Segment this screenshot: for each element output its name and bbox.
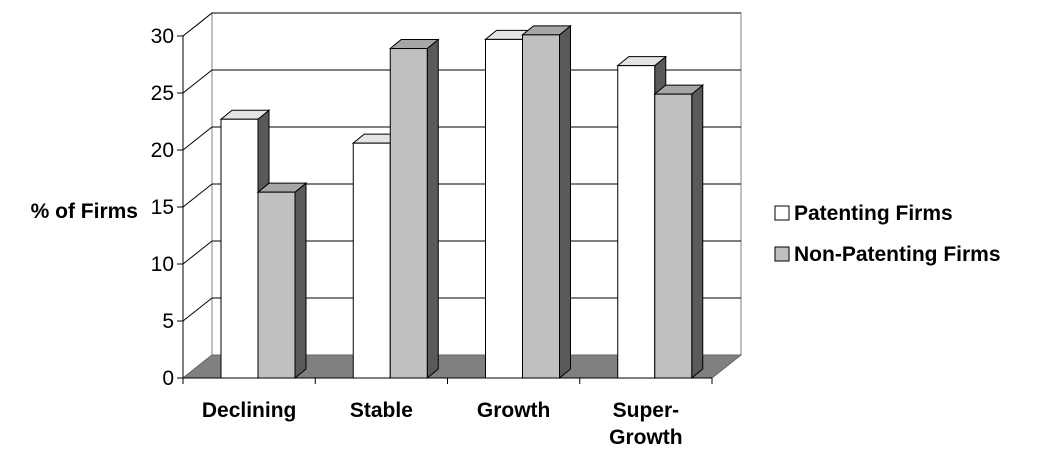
y-tick-label: 0 — [162, 367, 174, 390]
legend-label: Patenting Firms — [794, 202, 953, 225]
y-tick-label: 20 — [151, 139, 174, 162]
x-category-label: Declining — [202, 399, 297, 422]
gridline-side — [182, 240, 213, 265]
bar — [654, 93, 693, 379]
gridline-side — [182, 126, 213, 151]
bar — [220, 118, 259, 379]
y-tick-label: 5 — [162, 310, 174, 333]
y-axis-title: % of Firms — [31, 200, 138, 223]
gridline-side — [182, 297, 213, 322]
x-category-label: Growth — [477, 399, 551, 422]
x-category-label: Growth — [609, 426, 683, 449]
bar-side — [426, 38, 439, 380]
legend: Patenting Firms Non-Patenting Firms — [774, 202, 1001, 266]
y-tick-label: 15 — [151, 196, 174, 219]
bars — [219, 24, 705, 380]
legend-swatch — [774, 246, 790, 262]
gridline-side — [182, 12, 213, 37]
x-category-label: Super- — [613, 399, 680, 422]
legend-label: Non-Patenting Firms — [794, 243, 1001, 266]
gridline-side — [182, 183, 213, 208]
bar — [522, 34, 560, 379]
x-category-label: Stable — [350, 399, 413, 422]
y-tick-label: 10 — [151, 253, 174, 276]
bar-side — [691, 84, 704, 380]
bar-side — [294, 182, 307, 380]
bar — [352, 142, 391, 379]
bar — [485, 38, 523, 379]
bar — [389, 48, 428, 379]
bar — [617, 65, 656, 379]
gridline-side — [182, 69, 213, 94]
bar-side — [559, 24, 571, 380]
y-tick-label: 30 — [151, 25, 174, 48]
labels: 0 5 10 15 20 25 30 % of Firms Declining Stable Gro… — [31, 25, 683, 449]
bar — [257, 191, 296, 379]
legend-swatch — [774, 205, 790, 221]
y-tick-label: 25 — [151, 82, 174, 105]
